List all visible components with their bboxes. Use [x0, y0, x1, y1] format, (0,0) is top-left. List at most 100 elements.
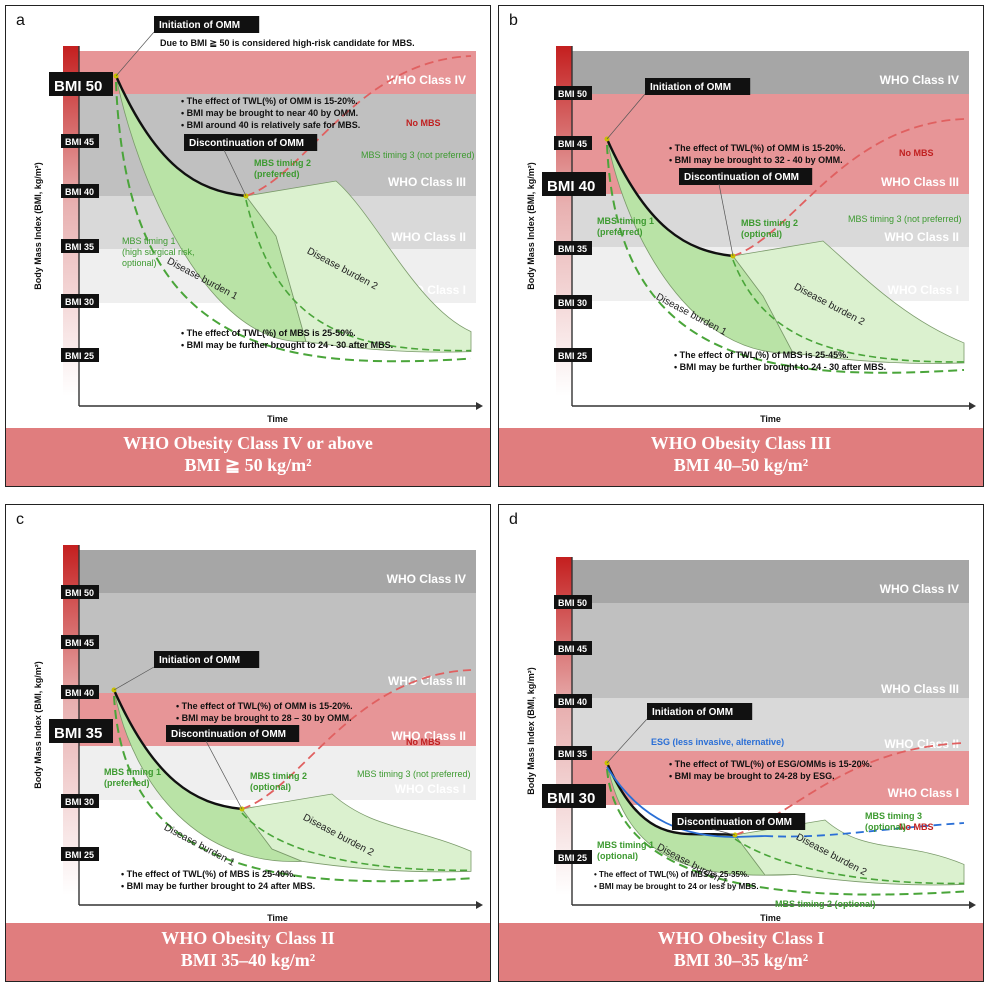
- class-label: WHO Class III: [388, 175, 466, 189]
- bmi-tick-label: BMI 50: [65, 588, 94, 598]
- big-bmi-label: BMI 35: [54, 725, 102, 742]
- class-label: WHO Class IV: [880, 582, 959, 596]
- mbs-trajectory-2: [245, 199, 472, 352]
- class-label: WHO Class I: [888, 786, 959, 800]
- x-axis-label: Time: [267, 913, 288, 923]
- discontinuation-label: Discontinuation of OMM: [684, 172, 799, 183]
- mbs-timing-2-label: MBS timing 2 (optional): [775, 899, 876, 909]
- omm-note: • The effect of TWL(%) of OMM is 15-20%.: [669, 143, 846, 153]
- bmi-tick-label: BMI 40: [65, 187, 94, 197]
- mbs-timing-2-label: MBS timing 2: [250, 771, 307, 781]
- bmi-tick-box: [554, 746, 592, 760]
- initiation-leader: [113, 666, 155, 691]
- panel-footer: WHO Obesity Class I BMI 30–35 kg/m²: [499, 923, 983, 981]
- mbs-timing-2-label: (optional): [250, 782, 291, 792]
- y-axis-label: Body Mass Index (BMI, kg/m²): [33, 661, 43, 789]
- panel-d: d WHO Obesity Class I BMI 30–35 kg/m² WH…: [498, 504, 984, 982]
- panel-letter: a: [16, 12, 25, 29]
- no-mbs-curve: [245, 55, 472, 197]
- mbs-timing-1-label: (high surgical risk,: [122, 247, 195, 257]
- class-label: WHO Class III: [881, 682, 959, 696]
- big-bmi-label: BMI 30: [547, 790, 595, 807]
- no-mbs-label: No MBS: [899, 822, 934, 832]
- initiation-label-box: [154, 16, 260, 33]
- omm-note: • BMI around 40 is relatively safe for M…: [181, 120, 360, 130]
- mbs-trajectory-1: [113, 695, 472, 883]
- footer-range: BMI 35–40 kg/m²: [180, 950, 316, 970]
- x-axis-label: Time: [267, 414, 288, 424]
- mbs-timing-3-label: MBS timing 3 (not preferred): [357, 769, 471, 779]
- big-bmi-label: BMI 50: [54, 78, 102, 95]
- bmi-tick-box: [61, 294, 99, 308]
- no-mbs-label: No MBS: [899, 148, 934, 158]
- bmi-tick-box: [61, 794, 99, 808]
- bmi-tick-label: BMI 30: [65, 297, 94, 307]
- bmi-tick-label: BMI 40: [558, 697, 587, 707]
- class-band-4: [572, 560, 969, 603]
- footer-range: BMI 40–50 kg/m²: [673, 455, 809, 475]
- mbs-timing-1-label: MBS timing 1: [104, 767, 161, 777]
- class-band-3: [572, 603, 969, 698]
- initiation-leader: [115, 31, 155, 77]
- panel-b: b WHO Obesity Class III BMI 40–50 kg/m² …: [498, 5, 984, 487]
- x-axis-arrow: [969, 901, 976, 909]
- initiation-label-box: [154, 651, 260, 668]
- mbs-trajectory-2: [734, 838, 965, 885]
- class-band-1: [572, 751, 969, 805]
- mbs-timing-3-label: (optional): [865, 822, 906, 832]
- class-band-4: [79, 550, 476, 593]
- omm-note: • BMI may be brought to 24-28 by ESG.: [669, 771, 835, 781]
- class-label: WHO Class IV: [387, 73, 466, 87]
- mbs-note: • The effect of TWL(%) of MBS is 25-45%.: [674, 350, 849, 360]
- discontinuation-leader: [718, 183, 734, 257]
- esg-label: ESG (less invasive, alternative): [651, 737, 784, 747]
- disease-burden-2-area: [245, 180, 472, 353]
- bmi-gradient-bar: [63, 46, 79, 396]
- mbs-note: • BMI may be brought to 24 or less by MB…: [594, 882, 759, 891]
- no-mbs-curve: [732, 118, 965, 257]
- x-axis-arrow: [476, 901, 483, 909]
- bmi-tick-label: BMI 45: [558, 644, 587, 654]
- bmi-tick-label: BMI 25: [65, 351, 94, 361]
- bmi-tick-label: BMI 35: [65, 242, 94, 252]
- class-band-2: [572, 698, 969, 751]
- panel-footer: WHO Obesity Class IV or above BMI ≧ 50 k…: [6, 428, 490, 486]
- footer-title: WHO Obesity Class II: [161, 928, 335, 948]
- footer-range: BMI ≧ 50 kg/m²: [184, 455, 312, 475]
- footer-title: WHO Obesity Class IV or above: [123, 433, 373, 453]
- panel-letter: b: [509, 12, 518, 29]
- omm-curve: [605, 762, 736, 837]
- big-bmi-box: [542, 784, 606, 808]
- mbs-timing-1-label: MBS timing 1: [597, 840, 654, 850]
- discontinuation-leader: [711, 828, 736, 836]
- omm-note: • BMI may be brought to near 40 by OMM.: [181, 108, 358, 118]
- class-label: WHO Class II: [391, 230, 466, 244]
- discontinuation-label-box: [672, 813, 806, 830]
- panel-footer: WHO Obesity Class II BMI 35–40 kg/m²: [6, 923, 490, 981]
- omm-curve: [112, 689, 243, 811]
- bmi-tick-box: [554, 850, 592, 864]
- mbs-timing-1-label: (preferred): [104, 778, 150, 788]
- footer-title: WHO Obesity Class III: [650, 433, 832, 453]
- x-axis-label: Time: [760, 913, 781, 923]
- discontinuation-label-box: [166, 725, 300, 742]
- mbs-note: • The effect of TWL(%) of MBS is 25-40%.: [121, 869, 296, 879]
- panel-letter: c: [16, 511, 24, 528]
- y-axis-label: Body Mass Index (BMI, kg/m²): [526, 162, 536, 290]
- class-band-4: [572, 51, 969, 94]
- x-axis-arrow: [476, 402, 483, 410]
- initiation-label: Initiation of OMM: [159, 20, 240, 31]
- panel-footer: WHO Obesity Class III BMI 40–50 kg/m²: [499, 428, 983, 486]
- omm-curve: [114, 75, 247, 198]
- class-label: WHO Class I: [395, 782, 466, 796]
- y-axis-label: Body Mass Index (BMI, kg/m²): [33, 162, 43, 290]
- mbs-note: • BMI may be further brought to 24 - 30 …: [674, 362, 886, 372]
- footer-range: BMI 30–35 kg/m²: [673, 950, 809, 970]
- omm-curve: [605, 138, 734, 258]
- mbs-timing-2-label: MBS timing 2: [741, 218, 798, 228]
- panel-c: c WHO Obesity Class II BMI 35–40 kg/m² W…: [5, 504, 491, 982]
